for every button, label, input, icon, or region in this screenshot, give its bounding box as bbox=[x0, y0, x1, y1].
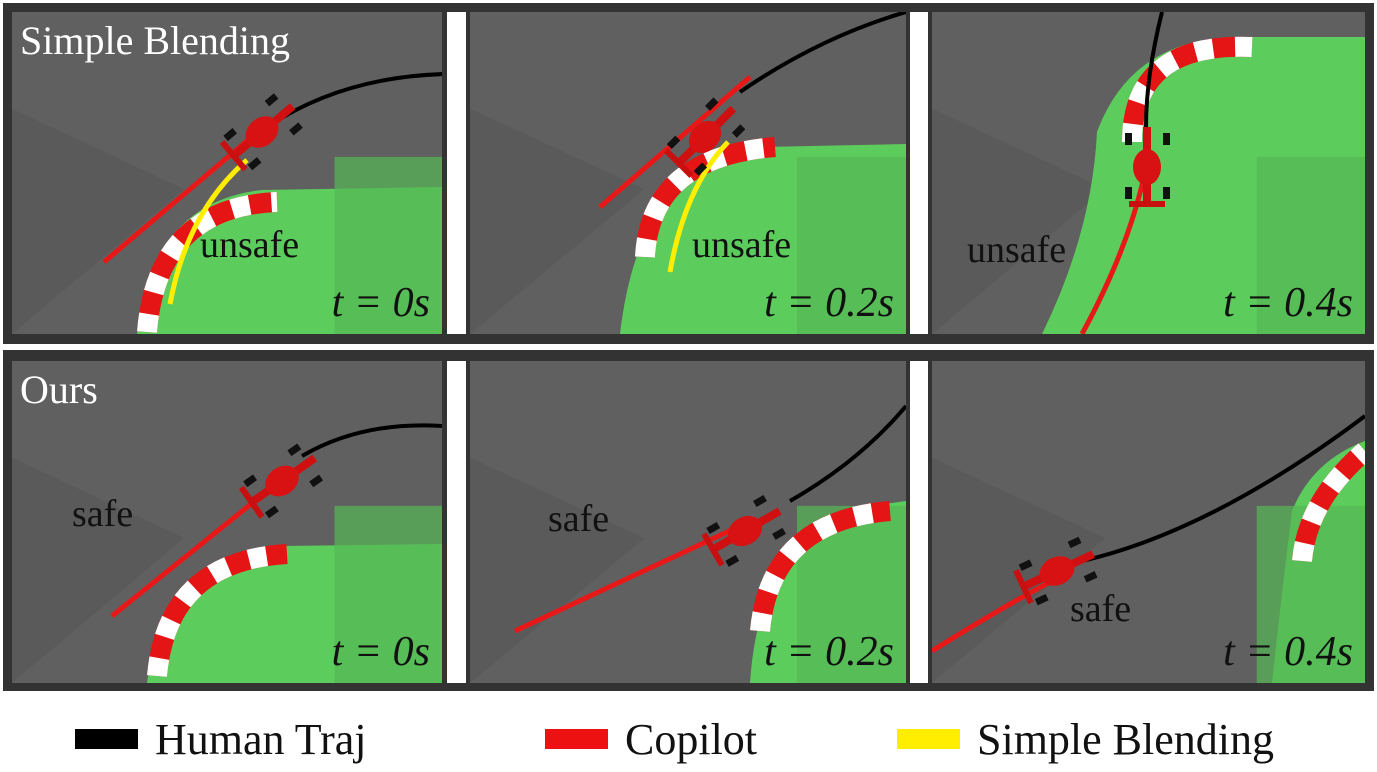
car bbox=[701, 494, 786, 567]
status: safe bbox=[548, 498, 609, 540]
time-label: t = 0.4s bbox=[1223, 629, 1353, 675]
separator bbox=[447, 361, 466, 683]
legend-swatch bbox=[545, 729, 608, 749]
tire bbox=[1034, 593, 1049, 606]
legend-label: Simple Blending bbox=[977, 715, 1274, 764]
time-label: t = 0.4s bbox=[1223, 280, 1353, 326]
tire bbox=[243, 474, 258, 488]
time-label: t = 0.2s bbox=[764, 280, 894, 326]
tire bbox=[1018, 559, 1033, 571]
grass-shade bbox=[1256, 156, 1365, 334]
time-label: t = 0s bbox=[332, 629, 430, 675]
human-traj bbox=[789, 404, 906, 503]
blend-traj bbox=[167, 158, 249, 305]
tire bbox=[1163, 187, 1170, 199]
tire bbox=[223, 128, 238, 142]
curb-white bbox=[137, 192, 278, 333]
status: unsafe bbox=[200, 224, 299, 266]
tire bbox=[693, 162, 708, 176]
panel bbox=[470, 12, 906, 334]
tire bbox=[264, 505, 279, 519]
track-shade bbox=[12, 457, 184, 683]
track-shade bbox=[932, 108, 1106, 334]
grass-shade bbox=[1256, 505, 1365, 683]
curb-white bbox=[1122, 36, 1253, 143]
car bbox=[238, 443, 324, 519]
tire bbox=[666, 135, 681, 150]
legend-swatch bbox=[75, 729, 138, 749]
tire bbox=[705, 97, 719, 111]
track-shade bbox=[12, 108, 184, 334]
tire bbox=[1163, 133, 1170, 145]
car-cockpit bbox=[1039, 556, 1075, 586]
tire bbox=[753, 494, 767, 508]
panel bbox=[932, 12, 1365, 334]
tire bbox=[287, 443, 302, 457]
track-shade bbox=[470, 457, 645, 683]
tire bbox=[1067, 536, 1082, 549]
curb-white bbox=[750, 501, 891, 633]
curb-white bbox=[1292, 443, 1365, 563]
grass-shade bbox=[797, 156, 906, 334]
track-shade bbox=[470, 108, 645, 334]
row-label: Ours bbox=[20, 367, 98, 412]
tire bbox=[1083, 571, 1098, 583]
tire bbox=[1125, 187, 1132, 199]
car-cockpit bbox=[265, 465, 299, 497]
tire bbox=[247, 157, 262, 171]
car-cockpit bbox=[245, 116, 279, 148]
tire bbox=[725, 554, 740, 567]
separator bbox=[910, 361, 928, 683]
legend-label: Human Traj bbox=[155, 715, 366, 764]
tire bbox=[731, 124, 746, 138]
panel bbox=[12, 12, 442, 334]
tire bbox=[309, 474, 324, 488]
blend-traj bbox=[667, 140, 730, 273]
car-wing bbox=[701, 532, 725, 567]
legend-swatch bbox=[897, 729, 960, 749]
human-traj bbox=[738, 12, 906, 94]
status: unsafe bbox=[967, 229, 1066, 271]
tire bbox=[1125, 133, 1132, 145]
car bbox=[219, 93, 303, 172]
grass-shade bbox=[334, 156, 442, 334]
human-traj bbox=[300, 423, 442, 458]
human-traj bbox=[1081, 414, 1365, 563]
status: safe bbox=[72, 493, 133, 535]
panel bbox=[470, 361, 906, 683]
status: safe bbox=[1070, 588, 1131, 630]
car-wing bbox=[219, 140, 248, 172]
car-wing bbox=[663, 148, 694, 179]
separator bbox=[447, 12, 466, 334]
car bbox=[1125, 127, 1170, 207]
legend-label: Copilot bbox=[625, 715, 757, 764]
car-wing bbox=[238, 485, 265, 519]
car-wing bbox=[1013, 569, 1034, 605]
car-cockpit bbox=[727, 515, 763, 547]
tire bbox=[264, 93, 279, 107]
copilot-traj bbox=[513, 523, 742, 634]
curb-white bbox=[635, 137, 776, 258]
time-label: t = 0s bbox=[332, 280, 430, 326]
grass-shade bbox=[334, 505, 442, 683]
tire bbox=[289, 122, 303, 136]
tire bbox=[706, 521, 721, 535]
car-cockpit bbox=[1133, 149, 1161, 185]
status: unsafe bbox=[692, 224, 791, 266]
car-wing bbox=[1129, 201, 1165, 207]
tire bbox=[772, 527, 786, 540]
car bbox=[663, 97, 746, 179]
curb-white bbox=[147, 544, 288, 677]
row-label: Simple Blending bbox=[20, 18, 290, 63]
panel bbox=[932, 361, 1365, 683]
separator bbox=[910, 12, 928, 334]
car-cockpit bbox=[688, 120, 722, 154]
grass-shade bbox=[797, 505, 906, 683]
car bbox=[1013, 536, 1098, 606]
time-label: t = 0.2s bbox=[764, 629, 894, 675]
panel bbox=[12, 361, 442, 683]
